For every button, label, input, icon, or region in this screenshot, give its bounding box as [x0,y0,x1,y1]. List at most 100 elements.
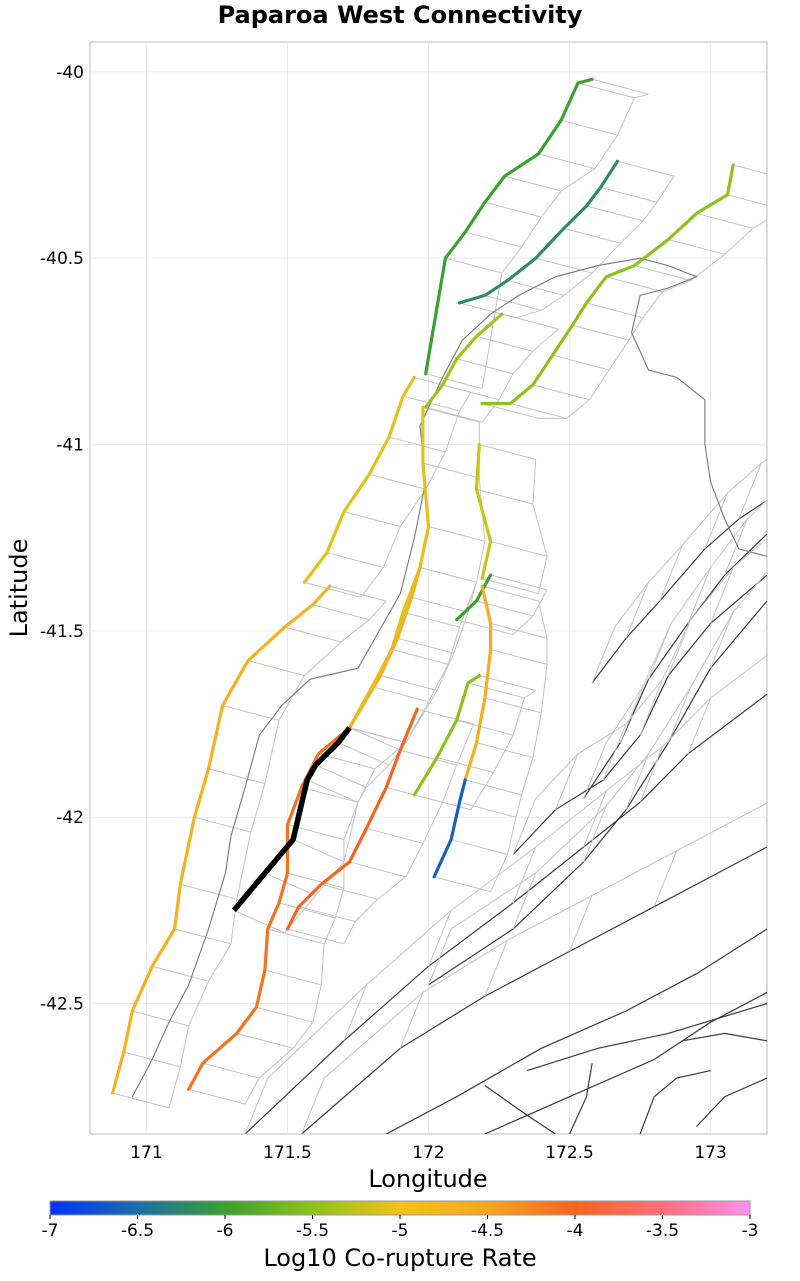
background-fault-trace [484,991,767,1134]
fault-section-rung [484,294,542,311]
fault-section-rung [445,257,502,274]
bg-section-rung [639,679,664,736]
fault-section-rung [425,373,483,390]
source-section-rung [233,909,285,934]
background-fault-trace [696,1077,767,1127]
fault-section-rung [236,1032,294,1049]
fault-section-rung [112,1092,170,1109]
fault-section-rung [180,883,237,900]
colorbar [49,1200,751,1216]
bg-section-rung [648,623,672,680]
bg-section-rung [512,846,537,904]
bg-section-rung [766,599,767,602]
fault-section-rung [507,280,565,296]
fault-section-rung [490,540,548,557]
bg-section-rung [554,753,579,810]
bg-section-rung [710,567,734,624]
bg-section-rung [512,872,537,930]
bg-section-edge [323,802,767,1079]
fault-section-rung [481,578,539,595]
fault-section-rung [563,227,621,244]
bg-section-rung [710,612,734,669]
bg-section-edge [267,654,767,1079]
bg-section-rung [619,686,644,743]
fault-section-rung [572,324,629,341]
x-tick-label: 171 [130,1143,162,1163]
colorbar-tick-label: -5.5 [296,1221,329,1241]
fault-section-rung [422,406,480,423]
bg-section-rung [653,850,678,907]
background-fault-trace [484,1085,556,1134]
fault-section-rung [329,585,387,602]
colorbar-tick-label: -6 [217,1221,234,1241]
fault-section-rung [465,231,522,248]
coastline [131,257,767,1097]
background-fault-trace [385,928,767,1134]
bg-section-rung [591,626,616,684]
bg-section-rung [659,544,683,602]
co-rupture-trace [457,159,620,305]
fault-section-rung [586,205,644,222]
fault-section-rung [349,727,407,744]
bg-section-rung [301,1077,325,1134]
fault-section-rung [577,82,635,99]
fault-section-rung [552,354,610,371]
fault-section-rung [484,201,542,218]
colorbar-tick-label: -4 [567,1221,584,1241]
co-rupture-trace [285,707,419,931]
co-rupture-trace [474,442,493,581]
fault-section-rung [208,768,266,785]
co-rupture-trace [347,405,431,730]
fault-section-rung [456,719,514,736]
fault-section-outlines [112,78,767,1134]
fault-section-rung [312,604,370,621]
fault-section-rung [560,119,618,136]
fault-section-rung [202,1062,260,1079]
colorbar-tick-label: -7 [42,1221,59,1241]
co-rupture-trace [455,573,493,622]
bg-section-rung [704,492,728,550]
fault-section-edge [343,723,475,945]
fault-section-rung [284,626,342,643]
fault-section-rung [606,276,663,293]
bg-section-rung [766,573,767,575]
bg-section-rung [512,798,537,855]
bg-section-rung [766,692,767,695]
fault-section-rung [391,649,449,665]
colorbar-tick-label: -3 [742,1221,759,1241]
fault-section-rung [696,212,754,229]
bg-section-rung [625,582,649,639]
fault-section-rung [343,511,401,527]
bg-section-rung [484,940,508,997]
bg-section-rung [766,845,767,848]
fault-section-rung [538,153,596,170]
fault-section-rung [380,675,438,691]
fault-section-rung [256,1006,313,1023]
fault-section-rung [298,906,356,923]
y-tick-label: -42 [56,808,84,828]
fault-section-edge [405,582,477,743]
y-tick-label: -42.5 [40,995,84,1015]
bg-section-rung [569,895,593,952]
bg-section-edge [450,571,767,930]
bg-section-rung [738,462,762,520]
bg-section-rung [766,499,767,501]
fault-section-rung [419,567,477,583]
background-fault-trace [682,1032,767,1042]
colorbar-label: Log10 Co-rupture Rate [263,1244,536,1272]
fault-section-rung [668,239,725,255]
bg-section-rung [766,532,767,534]
background-fault-trace [568,1063,593,1134]
fault-section-rung [532,384,590,401]
fault-section-rung [425,406,483,423]
bg-section-rung [244,1077,269,1134]
background-fault-trace [301,846,767,1134]
fault-section-rung [586,302,644,319]
colorbar-tick-label: -5 [392,1221,409,1241]
fault-section-rung [617,160,675,177]
fault-section-rung [287,928,345,945]
fault-section-rung [194,816,251,833]
fault-section-rung [436,757,494,773]
x-tick-label: 171.5 [263,1143,312,1163]
fault-section-rung [535,257,593,274]
